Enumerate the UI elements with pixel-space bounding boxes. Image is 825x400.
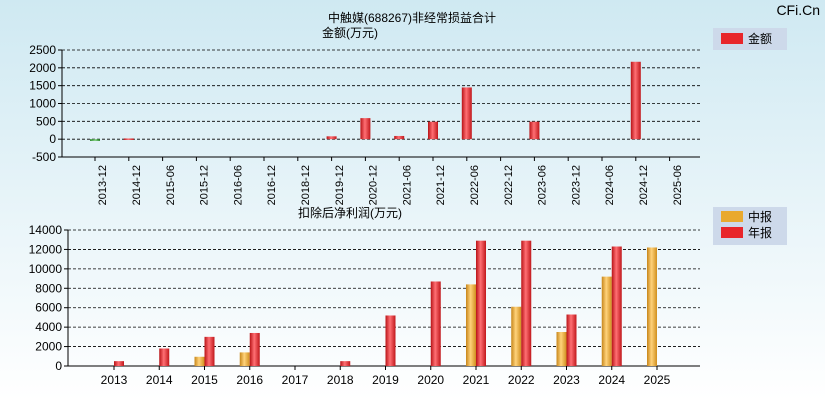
chart-title: 扣除后净利润(万元) (298, 205, 402, 220)
y-tick-label: 8000 (35, 281, 62, 295)
y-tick-label: 0 (55, 359, 62, 373)
chart-net-profit: 扣除后净利润(万元) 14000 12000 10000 8000 6000 4000 200… (29, 205, 787, 387)
x-tick-label: 2023-12 (570, 165, 582, 205)
x-tick-label: 2019 (372, 373, 399, 387)
bar-中报-2025 (647, 247, 657, 366)
x-tick-label: 2016 (236, 373, 263, 387)
x-tick-label: 2021-06 (401, 165, 413, 205)
bar-2021-06 (394, 135, 405, 140)
bar-年报-2023 (566, 314, 577, 366)
x-tick-label: 2022-12 (503, 165, 515, 205)
bar-年报-2016 (249, 332, 260, 366)
chart-title: 中触媒(688267)非经常损益合计 (328, 10, 496, 25)
y-tick-label: 4000 (35, 320, 62, 334)
legend-label: 年报 (748, 225, 772, 240)
x-tick-label: 2018 (327, 373, 354, 387)
y-tick-label: 10000 (29, 262, 63, 276)
bar-2024-12 (630, 61, 641, 140)
y-tick-label: 0 (49, 132, 56, 146)
bar-2022-06 (461, 87, 472, 140)
x-tick-label: 2022 (508, 373, 535, 387)
bar-年报-2014 (159, 348, 170, 366)
bar-年报-2015 (204, 336, 215, 366)
x-tick-label: 2023 (553, 373, 580, 387)
legend-label: 金额 (748, 31, 772, 46)
y-tick-label: 1000 (29, 97, 56, 111)
x-tick-label: 2015-12 (199, 165, 211, 205)
x-tick-label: 2020-12 (368, 165, 380, 205)
x-tick-label: 2024-12 (638, 165, 650, 205)
bar-2020-12 (360, 118, 371, 140)
y-tick-label: 14000 (29, 223, 63, 237)
y-tick-label: 1500 (29, 79, 56, 93)
y-axis-label: 金额(万元) (322, 25, 378, 40)
x-tick-label: 2021-12 (435, 165, 447, 205)
x-tick-label: 2013 (101, 373, 128, 387)
x-tick-label: 2025-06 (672, 165, 684, 205)
bar-中报-2023 (556, 332, 567, 366)
x-tick-label: 2016-06 (232, 165, 244, 205)
bar-2021-12 (428, 121, 438, 140)
bar-年报-2022 (521, 240, 532, 366)
y-tick-label: 500 (36, 114, 56, 128)
bar-2013-12 (90, 139, 100, 141)
legend-swatch (721, 33, 743, 44)
bar-年报-2018 (340, 361, 351, 366)
x-tick-label: 2015 (191, 373, 218, 387)
x-tick-label: 2022-06 (469, 165, 481, 205)
y-tick-label: 2500 (29, 43, 56, 57)
x-tick-label: 2014 (146, 373, 173, 387)
bar-中报-2015 (194, 356, 205, 366)
y-tick-label: 2000 (29, 61, 56, 75)
x-tick-label: 2023-06 (537, 165, 549, 205)
x-tick-label: 2024-06 (604, 165, 616, 205)
legend-swatch (721, 211, 743, 222)
x-tick-label: 2016-12 (266, 165, 278, 205)
bar-2023-06 (529, 121, 540, 140)
bar-年报-2021 (476, 240, 486, 366)
bar-中报-2022 (511, 306, 522, 366)
bar-年报-2013 (114, 361, 124, 366)
y-tick-label: -500 (32, 150, 56, 164)
bar-中报-2021 (466, 284, 476, 366)
x-tick-label: 2019-12 (334, 165, 346, 205)
watermark: CFi.Cn (776, 2, 820, 18)
legend-label: 中报 (748, 209, 772, 224)
bar-中报-2016 (239, 352, 250, 366)
x-tick-label: 2025 (644, 373, 671, 387)
x-tick-label: 2018-12 (300, 165, 312, 205)
bar-中报-2024 (601, 276, 612, 366)
bar-年报-2024 (611, 246, 622, 366)
bar-年报-2020 (430, 281, 441, 366)
y-tick-label: 2000 (35, 340, 62, 354)
x-tick-label: 2014-12 (131, 165, 143, 205)
bar-2014-12 (123, 138, 134, 140)
y-tick-label: 6000 (35, 301, 62, 315)
x-tick-label: 2024 (598, 373, 625, 387)
x-tick-label: 2015-06 (165, 165, 177, 205)
y-tick-label: 12000 (29, 242, 63, 256)
x-tick-label: 2020 (417, 373, 444, 387)
x-tick-label: 2021 (463, 373, 490, 387)
legend-swatch (721, 227, 743, 238)
x-tick-label: 2013-12 (97, 165, 109, 205)
x-tick-label: 2017 (282, 373, 309, 387)
bar-年报-2019 (385, 315, 396, 366)
bar-2019-12 (326, 136, 337, 140)
